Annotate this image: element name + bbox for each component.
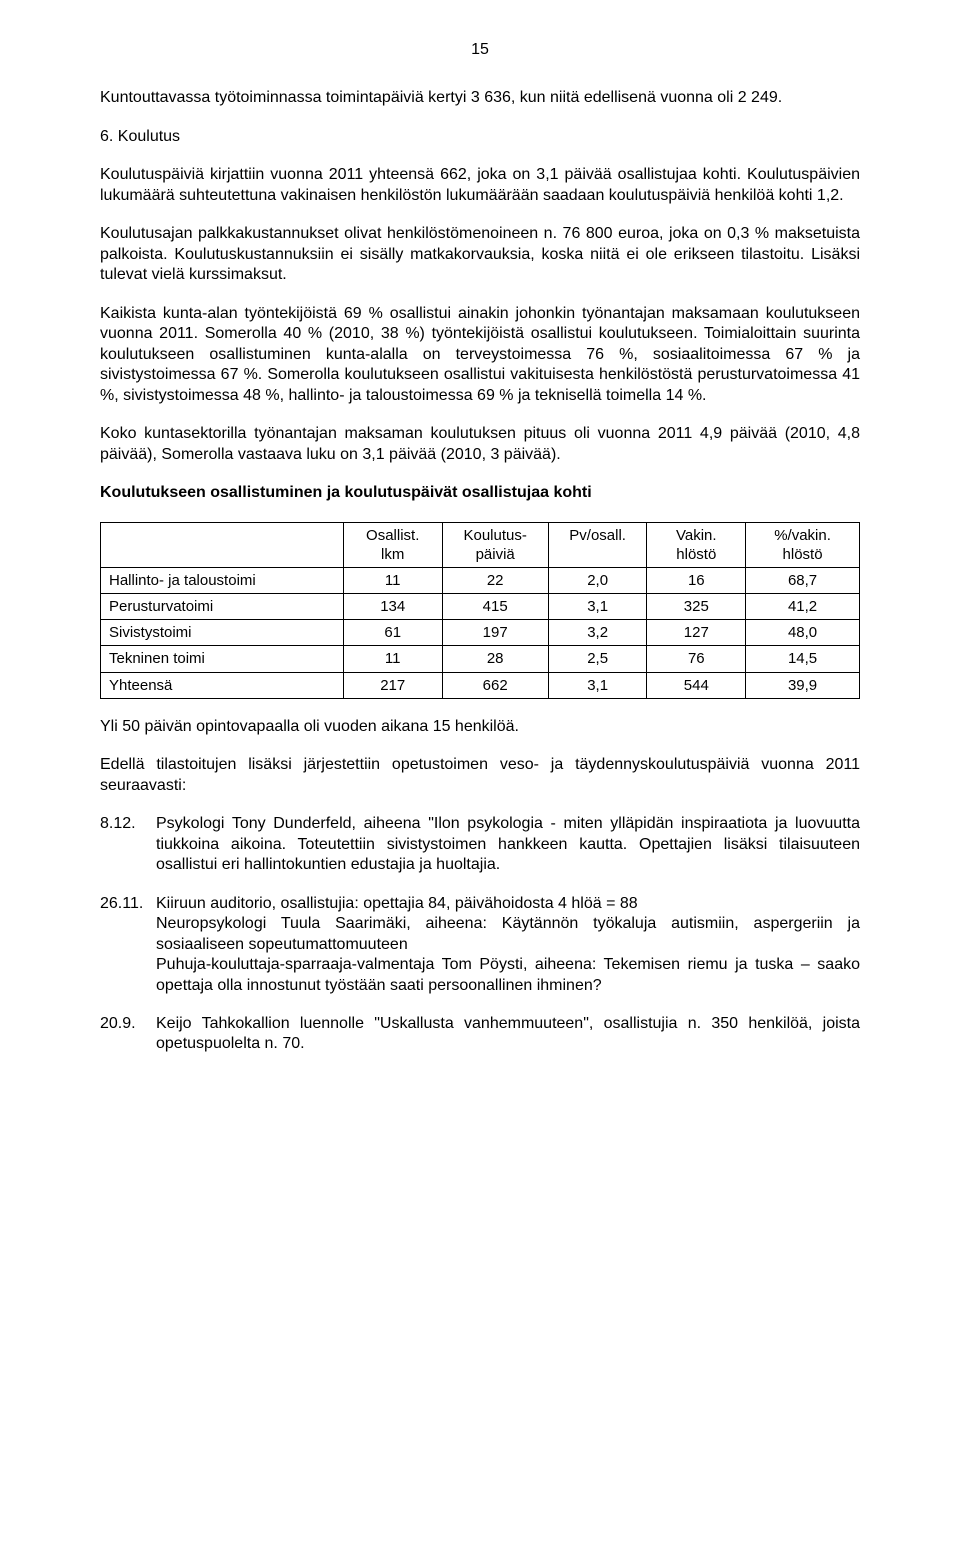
page-number: 15 <box>100 40 860 60</box>
table-row: Perusturvatoimi1344153,132541,2 <box>101 594 860 620</box>
table-body: Hallinto- ja taloustoimi11222,01668,7Per… <box>101 567 860 698</box>
paragraph: Edellä tilastoitujen lisäksi järjestetti… <box>100 755 860 796</box>
table-cell: 217 <box>343 672 442 698</box>
header-line: %/vakin. <box>774 527 831 544</box>
table-cell: 68,7 <box>746 567 860 593</box>
table-cell: 662 <box>442 672 548 698</box>
paragraph: Koulutusajan palkkakustannukset olivat h… <box>100 224 860 285</box>
table-cell: 39,9 <box>746 672 860 698</box>
table-row: Sivistystoimi611973,212748,0 <box>101 620 860 646</box>
list-item: 20.9. Keijo Tahkokallion luennolle "Uska… <box>100 1014 860 1055</box>
table-cell: 2,0 <box>548 567 647 593</box>
table-cell: 61 <box>343 620 442 646</box>
table-cell: 325 <box>647 594 746 620</box>
paragraph: Kuntouttavassa työtoiminnassa toimintapä… <box>100 88 860 108</box>
table-cell: 127 <box>647 620 746 646</box>
header-line: Pv/osall. <box>569 527 626 544</box>
header-line: Osallist. <box>366 527 419 544</box>
document-page: 15 Kuntouttavassa työtoiminnassa toimint… <box>0 0 960 1133</box>
list-item-date: 8.12. <box>100 814 156 875</box>
header-line: hlöstö <box>676 546 716 563</box>
list-item-text: Kiiruun auditorio, osallistujia: opettaj… <box>156 895 638 912</box>
header-line: Koulutus- <box>463 527 526 544</box>
list-item-text: Puhuja-kouluttaja-sparraaja-valmentaja T… <box>156 956 860 993</box>
table-header: Pv/osall. <box>548 522 647 567</box>
paragraph: Kaikista kunta-alan työntekijöistä 69 % … <box>100 304 860 406</box>
table-cell: 16 <box>647 567 746 593</box>
list-item: 26.11. Kiiruun auditorio, osallistujia: … <box>100 894 860 996</box>
table-cell-label: Hallinto- ja taloustoimi <box>101 567 344 593</box>
header-line: hlöstö <box>783 546 823 563</box>
list-item-body: Psykologi Tony Dunderfeld, aiheena "Ilon… <box>156 814 860 875</box>
table-cell: 544 <box>647 672 746 698</box>
table-cell: 2,5 <box>548 646 647 672</box>
table-cell: 28 <box>442 646 548 672</box>
table-cell: 197 <box>442 620 548 646</box>
header-line: Vakin. <box>676 527 717 544</box>
table-cell-label: Sivistystoimi <box>101 620 344 646</box>
table-header: Osallist. lkm <box>343 522 442 567</box>
table-cell: 134 <box>343 594 442 620</box>
table-header-empty <box>101 522 344 567</box>
table-cell: 41,2 <box>746 594 860 620</box>
table-title: Koulutukseen osallistuminen ja koulutusp… <box>100 483 860 503</box>
table-cell: 14,5 <box>746 646 860 672</box>
table-header-row: Osallist. lkm Koulutus- päiviä Pv/osall.… <box>101 522 860 567</box>
training-table: Osallist. lkm Koulutus- päiviä Pv/osall.… <box>100 522 860 699</box>
table-cell: 22 <box>442 567 548 593</box>
table-cell-label: Perusturvatoimi <box>101 594 344 620</box>
table-cell: 76 <box>647 646 746 672</box>
list-item-body: Keijo Tahkokallion luennolle "Uskallusta… <box>156 1014 860 1055</box>
table-cell: 11 <box>343 646 442 672</box>
list-item-body: Kiiruun auditorio, osallistujia: opettaj… <box>156 894 860 996</box>
table-row: Hallinto- ja taloustoimi11222,01668,7 <box>101 567 860 593</box>
table-cell-label: Yhteensä <box>101 672 344 698</box>
table-cell: 415 <box>442 594 548 620</box>
table-cell: 11 <box>343 567 442 593</box>
section-heading-koulutus: 6. Koulutus <box>100 127 860 147</box>
paragraph: Yli 50 päivän opintovapaalla oli vuoden … <box>100 717 860 737</box>
table-header: Vakin. hlöstö <box>647 522 746 567</box>
table-header: %/vakin. hlöstö <box>746 522 860 567</box>
list-item-text: Neuropsykologi Tuula Saarimäki, aiheena:… <box>156 915 860 952</box>
table-row: Tekninen toimi11282,57614,5 <box>101 646 860 672</box>
table-cell-label: Tekninen toimi <box>101 646 344 672</box>
table-cell: 48,0 <box>746 620 860 646</box>
table-cell: 3,1 <box>548 594 647 620</box>
table-row: Yhteensä2176623,154439,9 <box>101 672 860 698</box>
header-line: lkm <box>381 546 404 563</box>
table-cell: 3,2 <box>548 620 647 646</box>
list-item-date: 26.11. <box>100 894 156 996</box>
list-item-date: 20.9. <box>100 1014 156 1055</box>
paragraph: Koko kuntasektorilla työnantajan maksama… <box>100 424 860 465</box>
paragraph: Koulutuspäiviä kirjattiin vuonna 2011 yh… <box>100 165 860 206</box>
table-cell: 3,1 <box>548 672 647 698</box>
list-item: 8.12. Psykologi Tony Dunderfeld, aiheena… <box>100 814 860 875</box>
table-header: Koulutus- päiviä <box>442 522 548 567</box>
header-line: päiviä <box>476 546 515 563</box>
